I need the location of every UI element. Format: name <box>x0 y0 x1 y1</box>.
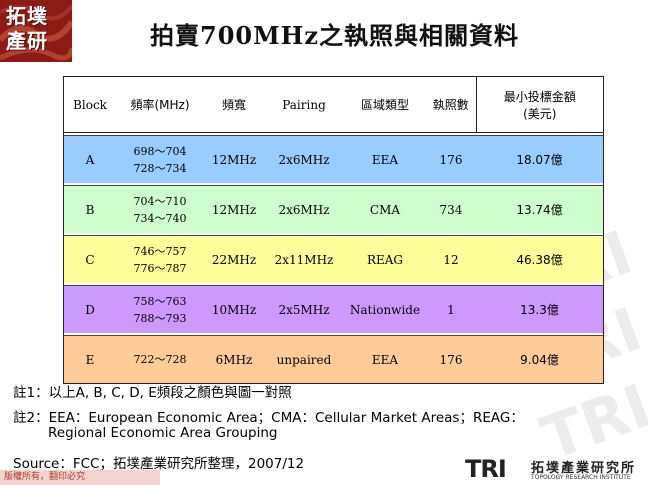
table-row-c: C 746～757 776～787 22MHz 2x11MHz REAG 12 … <box>64 235 603 283</box>
table-header-row: Block 頻率(MHz) 頻寬 Pairing 區域類型 執照數 最小投標金額… <box>64 77 603 133</box>
header-block: Block <box>64 77 116 133</box>
cell-block: B <box>64 185 116 233</box>
header-min-bid-line2: (美元) <box>523 106 557 121</box>
page-title: 拍賣700MHz之執照與相關資料 <box>150 21 519 50</box>
table-row-d: D 758～763 788～793 10MHz 2x5MHz Nationwid… <box>64 285 603 333</box>
cell-license-count: 176 <box>426 135 476 183</box>
license-table: Block 頻率(MHz) 頻寬 Pairing 區域類型 執照數 最小投標金額… <box>63 76 604 384</box>
note-2: 註2：EEA：European Economic Area；CMA：Cellul… <box>13 410 524 426</box>
cell-block: C <box>64 235 116 283</box>
cell-area-type: EEA <box>344 335 426 383</box>
note-2-continued: Regional Economic Area Grouping <box>48 425 278 441</box>
cell-frequency: 758～763 788～793 <box>116 285 204 333</box>
cell-pairing: 2x5MHz <box>264 285 344 333</box>
cell-min-bid: 18.07億 <box>476 135 603 183</box>
cell-frequency: 698～704 728～734 <box>116 135 204 183</box>
cell-license-count: 12 <box>426 235 476 283</box>
cell-frequency-2: 734～740 <box>133 211 187 225</box>
cell-pairing: 2x11MHz <box>264 235 344 283</box>
cell-license-count: 1 <box>426 285 476 333</box>
cell-block: D <box>64 285 116 333</box>
cell-pairing: 2x6MHz <box>264 185 344 233</box>
header-min-bid-line1: 最小投標金額 <box>503 89 576 104</box>
table-row-b: B 704～710 734～740 12MHz 2x6MHz CMA 734 1… <box>64 185 603 233</box>
logo-text-line1: 拓墣 <box>6 4 48 28</box>
cell-frequency-1: 758～763 <box>133 294 187 308</box>
cell-frequency-2: 728～734 <box>133 161 187 175</box>
cell-area-type: REAG <box>344 235 426 283</box>
logo-swirl-icon <box>0 4 72 61</box>
cell-bandwidth: 10MHz <box>204 285 264 333</box>
cell-license-count: 734 <box>426 185 476 233</box>
cell-area-type: CMA <box>344 185 426 233</box>
cell-bandwidth: 22MHz <box>204 235 264 283</box>
cell-block: A <box>64 135 116 183</box>
cell-license-count: 176 <box>426 335 476 383</box>
brand-name-cn: 拓墣產業研究所 <box>531 461 637 476</box>
source-note: Source：FCC；拓墣產業研究所整理，2007/12 <box>13 456 305 472</box>
header-frequency: 頻率(MHz) <box>116 77 204 133</box>
header-license-count: 執照數 <box>426 77 476 133</box>
cell-frequency-1: 746～757 <box>133 244 187 258</box>
cell-bandwidth: 12MHz <box>204 135 264 183</box>
brand-name-en: TOPOLOGY RESEARCH INSTITUTE <box>531 474 631 481</box>
cell-frequency: 704～710 734～740 <box>116 185 204 233</box>
cell-area-type: Nationwide <box>344 285 426 333</box>
header-pairing: Pairing <box>264 77 344 133</box>
cell-min-bid: 13.3億 <box>476 285 603 333</box>
cell-pairing: unpaired <box>264 335 344 383</box>
brand-logo: TRI 拓墣產業研究所 TOPOLOGY RESEARCH INSTITUTE <box>465 455 650 485</box>
cell-area-type: EEA <box>344 135 426 183</box>
header-bandwidth: 頻寬 <box>204 77 264 133</box>
cell-frequency: 722～728 <box>116 335 204 383</box>
cell-frequency-2: 788～793 <box>133 311 187 325</box>
cell-min-bid: 13.74億 <box>476 185 603 233</box>
cell-pairing: 2x6MHz <box>264 135 344 183</box>
cell-min-bid: 9.04億 <box>476 335 603 383</box>
note-1: 註1：以上A, B, C, D, E頻段之顏色與圖一對照 <box>13 385 292 401</box>
logo-text-line2: 產研 <box>6 29 48 53</box>
copyright-notice: 版權所有，翻印必究 <box>0 470 160 485</box>
header-min-bid: 最小投標金額 (美元) <box>475 77 603 133</box>
table-row-e: E 722～728 6MHz unpaired EEA 176 9.04億 <box>64 335 603 383</box>
header-area-type: 區域類型 <box>344 77 426 133</box>
cell-frequency-2: 776～787 <box>133 261 187 275</box>
cell-bandwidth: 6MHz <box>204 335 264 383</box>
logo: 拓墣 產研 <box>0 0 72 62</box>
cell-block: E <box>64 335 116 383</box>
cell-frequency: 746～757 776～787 <box>116 235 204 283</box>
cell-min-bid: 46.38億 <box>476 235 603 283</box>
cell-frequency-1: 698～704 <box>133 144 187 158</box>
tri-logo-text: TRI <box>465 455 507 483</box>
cell-bandwidth: 12MHz <box>204 185 264 233</box>
cell-frequency-1: 704～710 <box>133 194 187 208</box>
table-row-a: A 698～704 728～734 12MHz 2x6MHz EEA 176 1… <box>64 135 603 183</box>
